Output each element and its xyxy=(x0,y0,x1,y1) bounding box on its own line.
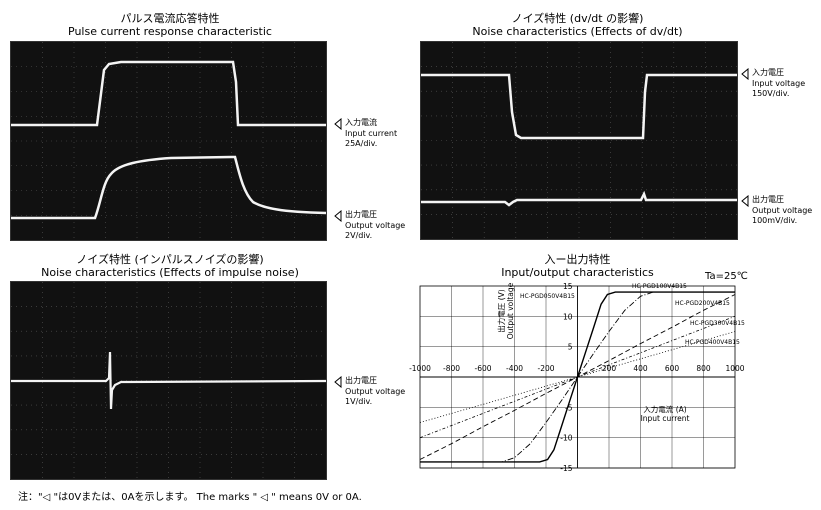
impulse-ch1-label: 出力電圧 Output voltage 1V/div. xyxy=(345,376,405,408)
pulse-ch1-label: 入力電流 Input current 25A/div. xyxy=(345,118,397,150)
impulse-ch1-ja: 出力電圧 xyxy=(345,376,377,385)
io-x-tick-label: -400 xyxy=(506,364,523,373)
impulse-ch1-scale: 1V/div. xyxy=(345,397,373,406)
pulse-title-ja: パルス電流応答特性 xyxy=(120,12,220,25)
io-y-tick-label: -15 xyxy=(560,464,572,473)
io-x-tick-label: -1000 xyxy=(409,364,431,373)
impulse-title: ノイズ特性 (インパルスノイズの影響) Noise characteristic… xyxy=(10,253,330,279)
impulse-output-voltage-trace xyxy=(11,351,326,410)
pulse-ch2-label: 出力電圧 Output voltage 2V/div. xyxy=(345,210,405,242)
io-y-tick-label: -10 xyxy=(560,434,572,443)
pulse-title: パルス電流応答特性 Pulse current response charact… xyxy=(10,12,330,38)
io-series-line xyxy=(419,331,736,423)
zero-marker-icon xyxy=(334,210,342,222)
io-title-en: Input/output characteristics xyxy=(501,266,654,279)
io-x-tick-label: -200 xyxy=(537,364,554,373)
io-series-label: HC-PGD400V4B15 xyxy=(685,339,740,346)
io-y-tick-label: -5 xyxy=(565,403,573,412)
io-x-tick-label: 400 xyxy=(633,364,648,373)
dvdt-input-voltage-trace xyxy=(421,73,737,140)
io-x-tick-label: 200 xyxy=(602,364,617,373)
pulse-ch1-ja: 入力電流 xyxy=(345,118,377,127)
io-series-label: HC-PGD100V4B15 xyxy=(632,283,687,290)
dvdt-output-voltage-trace xyxy=(421,190,737,207)
temperature-label: Ta=25℃ xyxy=(705,271,748,282)
zero-marker-icon xyxy=(334,118,342,130)
io-xlabel: 入力電流 (A) Input current xyxy=(625,405,705,423)
io-tick-labels: -1000 -800 -600 -400 -200 200 400 600 800 1000 -15… xyxy=(409,282,745,473)
io-series xyxy=(419,291,736,463)
dvdt-title: ノイズ特性 (dv/dt の影響) Noise characteristics … xyxy=(420,12,735,38)
pulse-scope-svg xyxy=(11,42,326,240)
io-ylabel: 出力電圧 (V) Output voltage xyxy=(497,266,515,356)
dvdt-ch2-label: 出力電圧 Output voltage 100mV/div. xyxy=(752,195,812,227)
io-y-tick-label: 10 xyxy=(563,312,573,321)
impulse-ch1-en: Output voltage xyxy=(345,386,406,396)
io-ylabel-en: Output voltage xyxy=(506,282,515,340)
pulse-ch2-ja: 出力電圧 xyxy=(345,210,377,219)
io-title: 入ー出力特性 Input/output characteristics xyxy=(420,253,735,279)
io-title-ja: 入ー出力特性 xyxy=(544,253,611,266)
io-series-label: HC-PGD200V4B15 xyxy=(675,300,730,307)
io-y-tick-label: 15 xyxy=(563,282,573,291)
dvdt-ch1-scale: 150V/div. xyxy=(752,89,790,98)
dvdt-ch2-en: Output voltage xyxy=(752,205,813,215)
io-x-tick-label: -600 xyxy=(474,364,491,373)
zero-marker-icon xyxy=(741,195,749,207)
zero-marker-icon xyxy=(741,68,749,80)
pulse-ch2-en: Output voltage xyxy=(345,220,406,230)
dvdt-scope-svg xyxy=(421,42,737,239)
dvdt-ch1-ja: 入力電圧 xyxy=(752,68,784,77)
dvdt-ch2-ja: 出力電圧 xyxy=(752,195,784,204)
pulse-input-current-trace xyxy=(11,60,326,127)
io-x-tick-label: 800 xyxy=(696,364,711,373)
pulse-scope-screen xyxy=(10,41,327,241)
pulse-output-voltage-trace xyxy=(11,155,326,220)
impulse-title-ja: ノイズ特性 (インパルスノイズの影響) xyxy=(76,253,264,266)
io-y-tick-label: 5 xyxy=(568,343,573,352)
io-ylabel-ja: 出力電圧 (V) xyxy=(497,289,506,333)
dvdt-ch2-scale: 100mV/div. xyxy=(752,216,798,225)
pulse-ch2-scale: 2V/div. xyxy=(345,231,373,240)
io-x-tick-label: 1000 xyxy=(725,364,744,373)
impulse-title-en: Noise characteristics (Effects of impuls… xyxy=(41,266,299,279)
io-series-label: HC-PGD050V4B15 xyxy=(520,293,575,300)
io-xlabel-en: Input current xyxy=(640,414,690,423)
dvdt-title-ja: ノイズ特性 (dv/dt の影響) xyxy=(511,12,644,25)
io-series-label: HC-PGD300V4B15 xyxy=(690,320,745,327)
pulse-ch1-scale: 25A/div. xyxy=(345,139,378,148)
zero-mark-note: 注："◁ "は0Vまたは、0Aを示します。 The marks " ◁ " me… xyxy=(18,492,362,503)
io-x-tick-label: -800 xyxy=(443,364,460,373)
dvdt-scope-screen xyxy=(420,41,738,240)
dvdt-title-en: Noise characteristics (Effects of dv/dt) xyxy=(472,25,683,38)
impulse-scope-screen xyxy=(10,281,327,480)
io-series-labels: HC-PGD050V4B15 HC-PGD100V4B15 HC-PGD200V4B… xyxy=(520,283,745,346)
io-chart: -1000 -800 -600 -400 -200 200 400 600 800 1000 -15… xyxy=(409,282,745,473)
dvdt-ch1-label: 入力電圧 Input voltage 150V/div. xyxy=(752,68,805,100)
io-series-line xyxy=(419,315,736,439)
dvdt-scope-grid xyxy=(421,42,737,239)
io-xlabel-ja: 入力電流 (A) xyxy=(643,405,687,414)
io-x-tick-label: 600 xyxy=(665,364,680,373)
pulse-title-en: Pulse current response characteristic xyxy=(68,25,272,38)
pulse-ch1-en: Input current xyxy=(345,128,398,138)
impulse-scope-svg xyxy=(11,282,326,479)
dvdt-ch1-en: Input voltage xyxy=(752,78,806,88)
zero-marker-icon xyxy=(334,376,342,388)
